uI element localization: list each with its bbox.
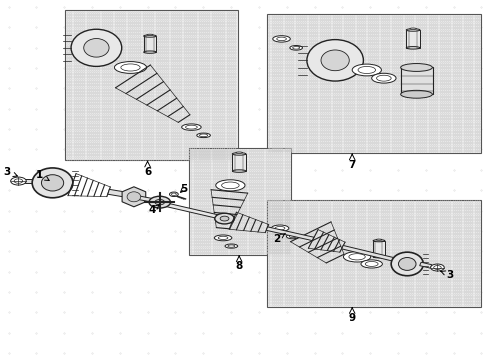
Bar — [401, 67, 433, 94]
Bar — [373, 241, 385, 257]
Text: 3: 3 — [3, 167, 18, 177]
Ellipse shape — [182, 124, 201, 130]
Bar — [65, 10, 238, 160]
Ellipse shape — [11, 177, 26, 185]
Text: 4: 4 — [149, 205, 159, 215]
Text: 3: 3 — [441, 270, 453, 280]
Bar — [267, 200, 481, 307]
Ellipse shape — [186, 125, 197, 129]
Ellipse shape — [401, 90, 432, 98]
Ellipse shape — [352, 64, 381, 76]
Ellipse shape — [232, 153, 246, 155]
Ellipse shape — [32, 168, 73, 198]
Ellipse shape — [149, 196, 171, 208]
Polygon shape — [419, 262, 432, 268]
Polygon shape — [122, 187, 146, 207]
Ellipse shape — [434, 266, 441, 269]
Ellipse shape — [216, 180, 245, 191]
Ellipse shape — [214, 235, 232, 241]
Text: 2: 2 — [273, 233, 285, 244]
Polygon shape — [25, 179, 40, 183]
Ellipse shape — [236, 152, 243, 153]
Ellipse shape — [228, 245, 235, 247]
Ellipse shape — [218, 236, 228, 239]
Text: 9: 9 — [348, 313, 356, 323]
Ellipse shape — [115, 62, 147, 73]
Ellipse shape — [221, 182, 239, 189]
Ellipse shape — [271, 225, 289, 231]
Polygon shape — [266, 227, 314, 240]
Text: 6: 6 — [144, 167, 151, 177]
Ellipse shape — [373, 240, 385, 242]
Ellipse shape — [401, 64, 432, 71]
Ellipse shape — [410, 28, 416, 30]
Ellipse shape — [398, 257, 416, 270]
Ellipse shape — [365, 261, 378, 266]
Ellipse shape — [14, 179, 23, 183]
Ellipse shape — [343, 252, 371, 262]
Ellipse shape — [147, 34, 153, 36]
Ellipse shape — [127, 192, 141, 202]
Ellipse shape — [232, 170, 246, 172]
Ellipse shape — [172, 193, 176, 195]
Bar — [144, 36, 156, 52]
Polygon shape — [108, 189, 126, 197]
Text: 1: 1 — [36, 170, 49, 180]
Ellipse shape — [215, 213, 234, 224]
Text: 8: 8 — [236, 261, 243, 271]
Ellipse shape — [361, 260, 382, 268]
Ellipse shape — [287, 234, 299, 239]
Text: 7: 7 — [348, 159, 356, 170]
Ellipse shape — [431, 264, 444, 271]
Ellipse shape — [290, 45, 302, 50]
Ellipse shape — [144, 35, 156, 37]
Ellipse shape — [376, 239, 382, 240]
Bar — [267, 14, 481, 153]
Ellipse shape — [170, 192, 178, 197]
Ellipse shape — [155, 199, 165, 205]
Ellipse shape — [307, 40, 364, 81]
Ellipse shape — [372, 73, 396, 83]
Ellipse shape — [121, 64, 140, 71]
Ellipse shape — [273, 36, 290, 42]
Ellipse shape — [197, 133, 210, 138]
Ellipse shape — [406, 29, 420, 31]
Bar — [189, 148, 291, 255]
Ellipse shape — [293, 46, 300, 49]
Polygon shape — [133, 195, 153, 202]
Ellipse shape — [42, 175, 64, 191]
Ellipse shape — [275, 226, 285, 230]
Polygon shape — [342, 246, 397, 262]
Ellipse shape — [358, 67, 375, 73]
Ellipse shape — [225, 244, 238, 248]
Ellipse shape — [144, 51, 156, 53]
Bar — [406, 30, 420, 48]
Ellipse shape — [199, 134, 208, 137]
Ellipse shape — [376, 75, 391, 81]
Ellipse shape — [289, 235, 296, 238]
Ellipse shape — [71, 29, 122, 66]
Ellipse shape — [277, 37, 286, 41]
Ellipse shape — [349, 254, 365, 260]
Ellipse shape — [391, 252, 423, 276]
Polygon shape — [159, 202, 224, 220]
Text: 5: 5 — [180, 184, 188, 194]
Ellipse shape — [406, 46, 420, 49]
Ellipse shape — [220, 216, 229, 221]
Bar — [232, 154, 246, 171]
Ellipse shape — [321, 50, 349, 71]
Ellipse shape — [373, 256, 385, 258]
Ellipse shape — [84, 39, 109, 57]
